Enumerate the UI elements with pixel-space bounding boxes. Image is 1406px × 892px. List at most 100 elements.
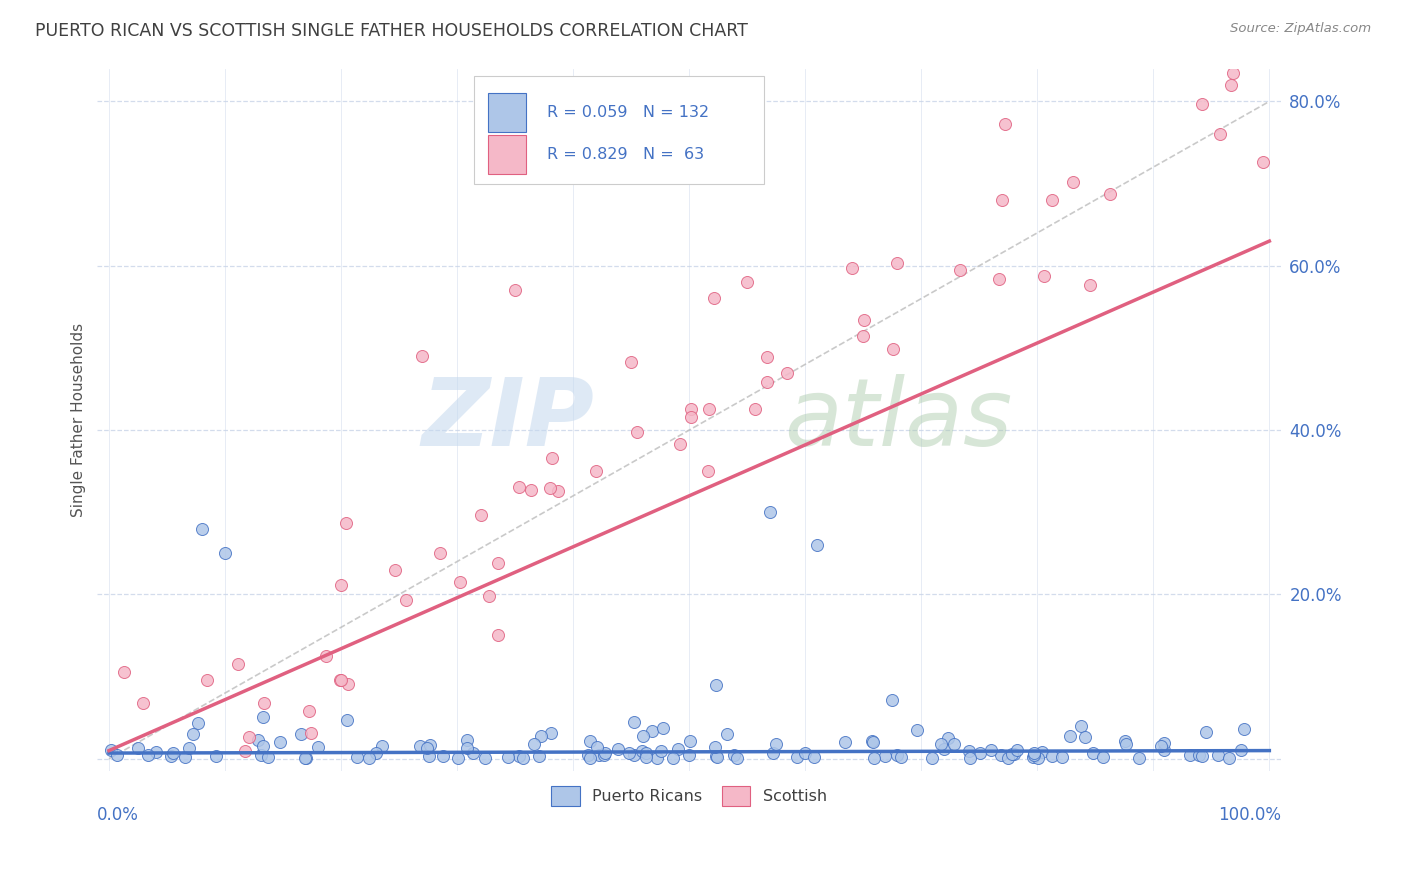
Puerto Ricans — [969, 746, 991, 760]
Puerto Ricans — [294, 751, 316, 765]
Scottish — [1062, 175, 1084, 189]
Puerto Ricans — [630, 744, 652, 758]
Puerto Ricans — [463, 747, 485, 761]
Puerto Ricans — [1229, 743, 1251, 757]
Puerto Ricans — [1059, 729, 1081, 743]
Puerto Ricans — [636, 750, 658, 764]
Puerto Ricans — [1115, 737, 1137, 751]
Text: Source: ZipAtlas.com: Source: ZipAtlas.com — [1230, 22, 1371, 36]
Scottish — [949, 262, 972, 277]
Scottish — [852, 329, 875, 343]
Puerto Ricans — [1218, 750, 1240, 764]
Text: R = 0.059   N = 132: R = 0.059 N = 132 — [547, 104, 709, 120]
Puerto Ricans — [1114, 733, 1136, 747]
Puerto Ricans — [786, 750, 808, 764]
Scottish — [1219, 78, 1241, 92]
Puerto Ricans — [794, 746, 817, 760]
Puerto Ricans — [496, 750, 519, 764]
Puerto Ricans — [650, 744, 672, 758]
Puerto Ricans — [474, 751, 496, 765]
Scottish — [886, 255, 908, 269]
Text: R = 0.829   N =  63: R = 0.829 N = 63 — [547, 147, 704, 161]
Puerto Ricans — [1031, 745, 1053, 759]
Scottish — [449, 575, 471, 590]
Scottish — [626, 425, 648, 439]
Puerto Ricans — [294, 751, 316, 765]
Puerto Ricans — [252, 739, 274, 753]
Scottish — [697, 401, 720, 416]
Scottish — [697, 464, 720, 478]
Puerto Ricans — [579, 733, 602, 747]
Text: atlas: atlas — [783, 375, 1012, 466]
Puerto Ricans — [246, 733, 269, 747]
Puerto Ricans — [1002, 747, 1025, 761]
Puerto Ricans — [661, 751, 683, 765]
Puerto Ricans — [803, 749, 825, 764]
Scottish — [1209, 128, 1232, 142]
Puerto Ricans — [585, 739, 607, 754]
FancyBboxPatch shape — [474, 76, 763, 185]
Puerto Ricans — [307, 739, 329, 754]
Y-axis label: Single Father Households: Single Father Households — [72, 323, 86, 516]
Scottish — [882, 342, 904, 356]
Puerto Ricans — [145, 746, 167, 760]
Puerto Ricans — [623, 714, 645, 729]
Puerto Ricans — [1040, 748, 1063, 763]
Scottish — [470, 508, 492, 523]
Scottish — [384, 563, 406, 577]
Puerto Ricans — [921, 751, 943, 765]
Puerto Ricans — [456, 733, 478, 747]
Scottish — [994, 117, 1017, 131]
Puerto Ricans — [540, 726, 562, 740]
Puerto Ricans — [862, 735, 884, 749]
Text: 100.0%: 100.0% — [1218, 806, 1281, 824]
Scottish — [429, 546, 451, 560]
Legend: Puerto Ricans, Scottish: Puerto Ricans, Scottish — [544, 780, 834, 813]
Puerto Ricans — [929, 737, 952, 751]
Puerto Ricans — [336, 713, 359, 727]
Puerto Ricans — [214, 546, 236, 560]
Puerto Ricans — [1092, 750, 1115, 764]
Puerto Ricans — [886, 748, 908, 763]
Puerto Ricans — [512, 751, 534, 765]
Puerto Ricans — [652, 721, 675, 735]
Puerto Ricans — [875, 748, 897, 763]
Scottish — [336, 677, 359, 691]
Puerto Ricans — [366, 746, 388, 760]
Puerto Ricans — [704, 748, 727, 763]
Puerto Ricans — [723, 747, 745, 762]
Puerto Ricans — [1050, 749, 1073, 764]
Text: PUERTO RICAN VS SCOTTISH SINGLE FATHER HOUSEHOLDS CORRELATION CHART: PUERTO RICAN VS SCOTTISH SINGLE FATHER H… — [35, 22, 748, 40]
Puerto Ricans — [250, 748, 273, 763]
Puerto Ricans — [256, 750, 278, 764]
Scottish — [1191, 97, 1213, 112]
Puerto Ricans — [136, 748, 159, 763]
Puerto Ricans — [806, 538, 828, 552]
Puerto Ricans — [725, 751, 748, 765]
Scottish — [988, 272, 1011, 286]
Puerto Ricans — [1022, 749, 1045, 764]
Puerto Ricans — [252, 709, 274, 723]
Puerto Ricans — [617, 746, 640, 760]
Puerto Ricans — [579, 751, 602, 765]
Scottish — [503, 284, 526, 298]
Puerto Ricans — [645, 751, 668, 765]
Scottish — [538, 481, 561, 495]
Puerto Ricans — [418, 749, 440, 764]
Puerto Ricans — [1074, 730, 1097, 744]
Scottish — [776, 366, 799, 380]
Scottish — [1098, 186, 1121, 201]
Puerto Ricans — [633, 729, 655, 743]
Puerto Ricans — [636, 746, 658, 760]
Puerto Ricans — [1070, 719, 1092, 733]
Text: 0.0%: 0.0% — [97, 806, 139, 824]
Scottish — [486, 628, 509, 642]
Scottish — [520, 483, 543, 498]
Puerto Ricans — [980, 743, 1002, 757]
Puerto Ricans — [205, 748, 228, 763]
Scottish — [991, 193, 1014, 207]
Puerto Ricans — [593, 747, 616, 761]
Puerto Ricans — [592, 748, 614, 763]
Scottish — [233, 743, 256, 757]
Scottish — [853, 313, 876, 327]
